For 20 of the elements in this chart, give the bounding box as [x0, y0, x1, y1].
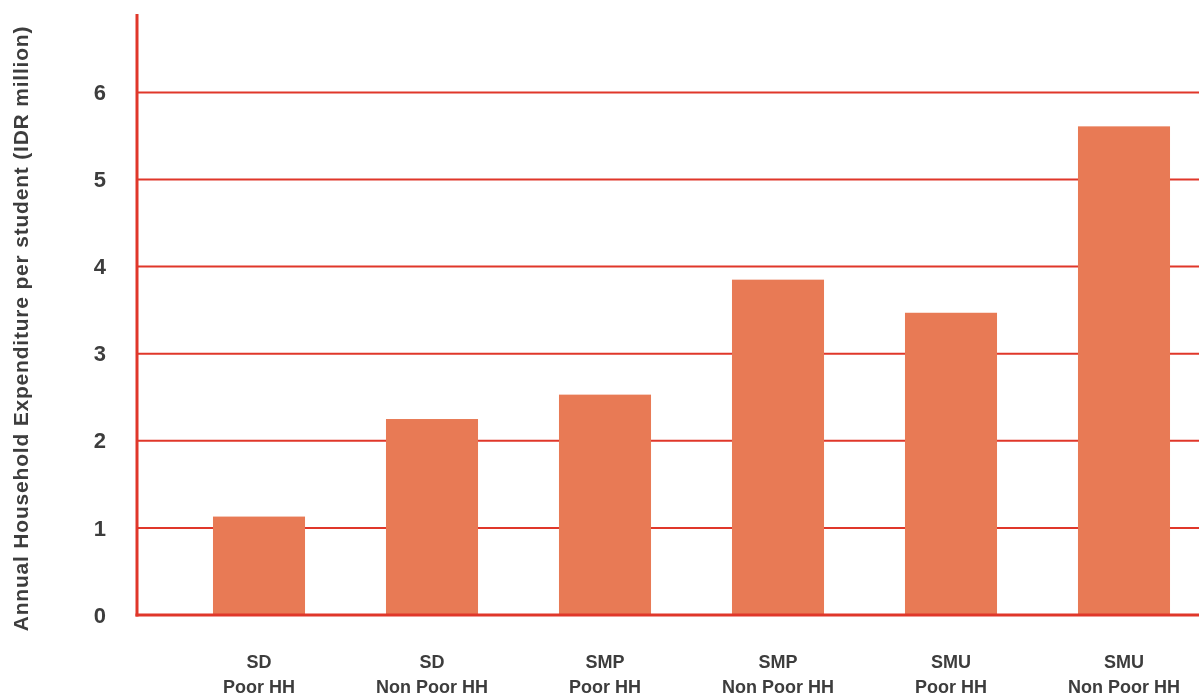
y-tick-label: 1 [93, 515, 106, 541]
x-tick-label: SMP Poor HH [569, 652, 641, 696]
y-tick-label: 5 [93, 167, 106, 193]
bar [731, 279, 825, 615]
bar [1077, 126, 1171, 615]
bar [558, 394, 652, 615]
y-tick-label: 3 [93, 341, 106, 367]
bar [212, 516, 306, 615]
y-tick-label: 0 [93, 602, 106, 628]
bar [385, 419, 479, 615]
y-axis-title: Annual Household Expenditure per student (IDR million) [9, 25, 32, 632]
x-tick-label: SMU Non Poor HH [1068, 652, 1180, 696]
bar [904, 312, 998, 615]
y-tick-label: 4 [93, 254, 107, 280]
y-tick-label: 2 [93, 428, 106, 454]
x-tick-label: SD Poor HH [223, 652, 295, 696]
x-tick-label: SD Non Poor HH [376, 652, 488, 696]
y-tick-label: 6 [93, 80, 106, 106]
x-tick-label: SMP Non Poor HH [722, 652, 834, 696]
x-tick-label: SMU Poor HH [915, 652, 987, 696]
